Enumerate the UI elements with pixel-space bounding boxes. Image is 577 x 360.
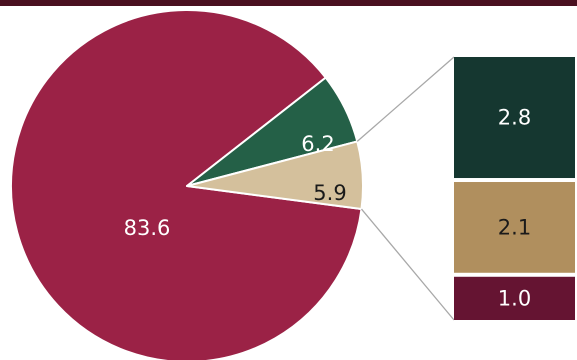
bar-segment-2.8: [454, 57, 575, 179]
bar-label-1.0: 1.0: [498, 286, 531, 310]
breakout-bar-labels: 2.8 2.1 1.0: [498, 106, 531, 311]
connector-line-top: [356, 56, 455, 142]
pie-label-6.2: 6.2: [301, 132, 334, 156]
top-bar: [0, 0, 577, 6]
connector-line-bottom: [360, 208, 455, 321]
pie-slices: [10, 9, 364, 360]
bar-label-2.8: 2.8: [498, 106, 531, 130]
bar-segment-2.1: [454, 182, 575, 273]
pie-label-83.6: 83.6: [124, 216, 171, 240]
breakout-connectors: [356, 56, 455, 321]
bar-segment-1.0: [454, 276, 575, 320]
pie-slice-83.6: [10, 9, 363, 360]
breakout-bar: [454, 57, 575, 320]
bar-label-2.1: 2.1: [498, 215, 531, 239]
pie-label-5.9: 5.9: [313, 181, 346, 205]
pie-labels: 83.6 6.2 5.9: [124, 132, 347, 240]
pie-slice-5.9: [186, 140, 364, 211]
